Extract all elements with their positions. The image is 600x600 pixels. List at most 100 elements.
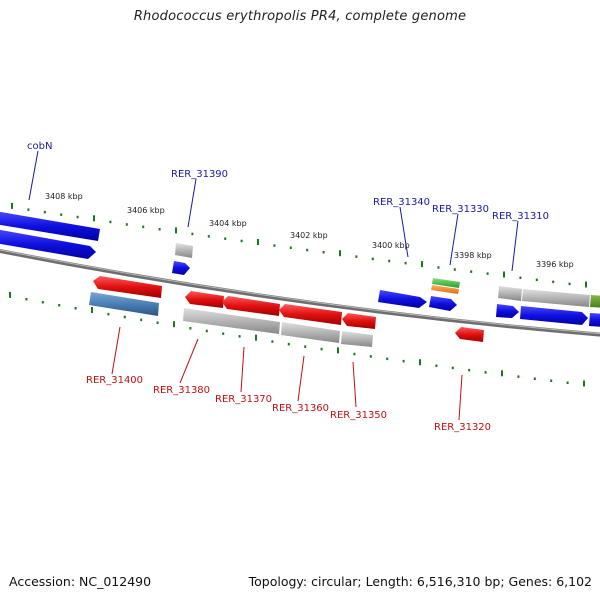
bottom-scale-major-tick	[337, 347, 339, 354]
gene-RER_31330-green[interactable]	[432, 278, 460, 288]
genome-backbone-highlight	[0, 249, 600, 335]
bottom-scale-minor-tick	[271, 340, 274, 343]
label-RER_31320[interactable]: RER_31320	[434, 422, 491, 433]
top-scale-minor-tick	[27, 208, 30, 211]
label-RER_31390[interactable]: RER_31390	[171, 169, 228, 180]
gene-RER_31340-small[interactable]	[429, 296, 457, 311]
top-scale-minor-tick	[388, 259, 391, 263]
gene-forward-right-edge[interactable]	[589, 313, 600, 327]
leader-RER_31350	[352, 361, 357, 408]
bottom-scale-minor-tick	[41, 301, 44, 304]
top-scale-minor-tick	[404, 261, 407, 265]
reverse-strand-features	[89, 276, 484, 347]
tick-label-3398: 3398 kbp	[454, 251, 492, 260]
leader-RER_31370	[240, 346, 245, 393]
bottom-scale-major-tick	[501, 370, 503, 377]
gene-RER_31320[interactable]	[455, 327, 484, 342]
bottom-scale-minor-tick	[189, 327, 192, 330]
bottom-scale-minor-tick	[484, 371, 487, 374]
bottom-scale-minor-tick	[58, 304, 61, 307]
tick-label-3402: 3402 kbp	[290, 231, 328, 240]
label-leaders	[28, 150, 519, 421]
gene-forward-gray-long[interactable]	[522, 289, 590, 307]
bottom-scale-minor-tick	[287, 342, 290, 346]
top-scale-major-tick	[175, 227, 177, 234]
bottom-scale-minor-tick	[140, 318, 143, 322]
bottom-scale-minor-tick	[451, 366, 454, 370]
top-scale-minor-tick	[453, 268, 456, 271]
bottom-scale-minor-tick	[533, 377, 536, 380]
label-RER_31360[interactable]: RER_31360	[272, 403, 329, 414]
gene-RER_31330-orange[interactable]	[431, 285, 459, 294]
gene-RER_31360-gray[interactable]	[281, 322, 340, 343]
genome-backbone	[0, 248, 600, 337]
gene-forward-left-inner[interactable]	[0, 229, 96, 259]
top-scale-minor-tick	[43, 210, 46, 214]
top-scale-minor-tick	[519, 276, 522, 279]
label-RER_31340[interactable]: RER_31340	[373, 197, 430, 208]
top-scale-minor-tick	[568, 282, 571, 286]
top-scale-minor-tick	[486, 272, 489, 275]
gene-RER_31390-gray[interactable]	[175, 243, 193, 258]
bottom-scale-minor-tick	[25, 298, 28, 301]
bottom-scale-minor-tick	[517, 375, 520, 378]
label-RER_31370[interactable]: RER_31370	[215, 394, 272, 405]
tick-label-3404: 3404 kbp	[209, 219, 247, 228]
bottom-scale-dots	[9, 291, 585, 387]
gene-olive-edge[interactable]	[590, 295, 600, 308]
bottom-scale-minor-tick	[550, 379, 553, 382]
gene-RER_31400-red[interactable]	[93, 276, 162, 298]
gene-RER_31380-gray[interactable]	[183, 308, 280, 334]
tick-label-3400: 3400 kbp	[372, 241, 410, 250]
bottom-scale-major-tick	[255, 334, 257, 341]
top-scale-minor-tick	[273, 244, 276, 247]
gene-RER_31310[interactable]	[496, 304, 519, 318]
label-RER_31330[interactable]: RER_31330	[432, 204, 489, 215]
top-scale-minor-tick	[224, 237, 227, 240]
bottom-scale-minor-tick	[369, 355, 372, 358]
top-scale-major-tick	[585, 281, 587, 288]
bottom-scale-minor-tick	[222, 332, 225, 335]
top-scale-minor-tick	[437, 266, 440, 269]
leader-RER_31310	[511, 220, 519, 272]
leader-RER_31320	[458, 374, 463, 421]
bottom-scale-minor-tick	[320, 347, 323, 351]
label-cobN[interactable]: cobN	[27, 141, 52, 152]
top-scale-major-tick	[503, 271, 505, 278]
gene-RER_31370[interactable]	[222, 296, 280, 316]
bottom-scale-major-tick	[173, 321, 175, 328]
gene-RER_31380[interactable]	[185, 291, 224, 308]
label-RER_31380[interactable]: RER_31380	[153, 385, 210, 396]
leader-RER_31330	[449, 213, 459, 266]
bottom-scale-minor-tick	[107, 312, 110, 316]
label-RER_31310[interactable]: RER_31310	[492, 211, 549, 222]
bottom-scale-minor-tick	[566, 381, 569, 384]
bottom-scale-minor-tick	[468, 368, 471, 372]
gene-RER_31390[interactable]	[172, 261, 190, 275]
top-scale-minor-tick	[355, 255, 358, 258]
gene-RER_31310-gray[interactable]	[498, 286, 522, 301]
top-scale-major-tick	[93, 215, 95, 222]
top-scale-major-tick	[421, 261, 423, 268]
bottom-scale-minor-tick	[402, 359, 405, 363]
top-scale-dots	[11, 202, 587, 288]
bottom-scale-minor-tick	[74, 307, 77, 310]
leader-RER_31340	[399, 206, 409, 258]
top-scale-minor-tick	[76, 215, 79, 219]
gene-RER_31350-gray[interactable]	[341, 331, 373, 347]
accession-text: Accession: NC_012490	[9, 574, 152, 589]
bottom-scale-minor-tick	[156, 321, 159, 324]
label-RER_31350[interactable]: RER_31350	[330, 410, 387, 421]
leader-RER_31380	[179, 338, 199, 384]
gene-forward-right-long[interactable]	[520, 306, 588, 325]
label-RER_31400[interactable]: RER_31400	[86, 375, 143, 386]
top-scale-minor-tick	[535, 278, 538, 282]
gene-RER_31340[interactable]	[378, 290, 427, 308]
gene-RER_31360[interactable]	[279, 304, 342, 325]
gene-RER_31350[interactable]	[342, 313, 376, 329]
gene-RER_31400[interactable]	[89, 292, 159, 316]
bottom-scale-major-tick	[91, 307, 93, 313]
gene-cobN-outer[interactable]	[0, 211, 100, 241]
bottom-scale-minor-tick	[238, 335, 241, 338]
